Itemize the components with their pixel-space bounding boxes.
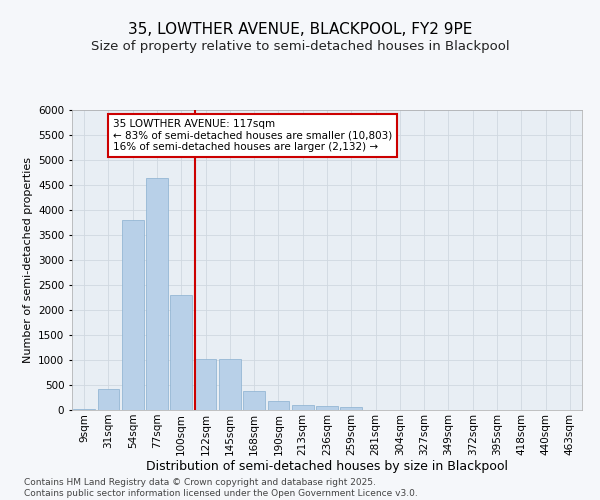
Text: Contains HM Land Registry data © Crown copyright and database right 2025.
Contai: Contains HM Land Registry data © Crown c…	[24, 478, 418, 498]
Bar	[316, 406, 338, 410]
Y-axis label: Number of semi-detached properties: Number of semi-detached properties	[23, 157, 32, 363]
X-axis label: Distribution of semi-detached houses by size in Blackpool: Distribution of semi-detached houses by …	[146, 460, 508, 473]
Bar	[170, 295, 192, 410]
Bar	[122, 220, 143, 410]
Text: 35 LOWTHER AVENUE: 117sqm
← 83% of semi-detached houses are smaller (10,803)
16%: 35 LOWTHER AVENUE: 117sqm ← 83% of semi-…	[113, 119, 392, 152]
Bar	[243, 390, 265, 410]
Text: 35, LOWTHER AVENUE, BLACKPOOL, FY2 9PE: 35, LOWTHER AVENUE, BLACKPOOL, FY2 9PE	[128, 22, 472, 38]
Bar	[97, 388, 119, 410]
Bar	[340, 406, 362, 410]
Bar	[292, 405, 314, 410]
Bar	[194, 359, 217, 410]
Bar	[146, 178, 168, 410]
Bar	[219, 359, 241, 410]
Bar	[73, 408, 95, 410]
Bar	[268, 401, 289, 410]
Text: Size of property relative to semi-detached houses in Blackpool: Size of property relative to semi-detach…	[91, 40, 509, 53]
